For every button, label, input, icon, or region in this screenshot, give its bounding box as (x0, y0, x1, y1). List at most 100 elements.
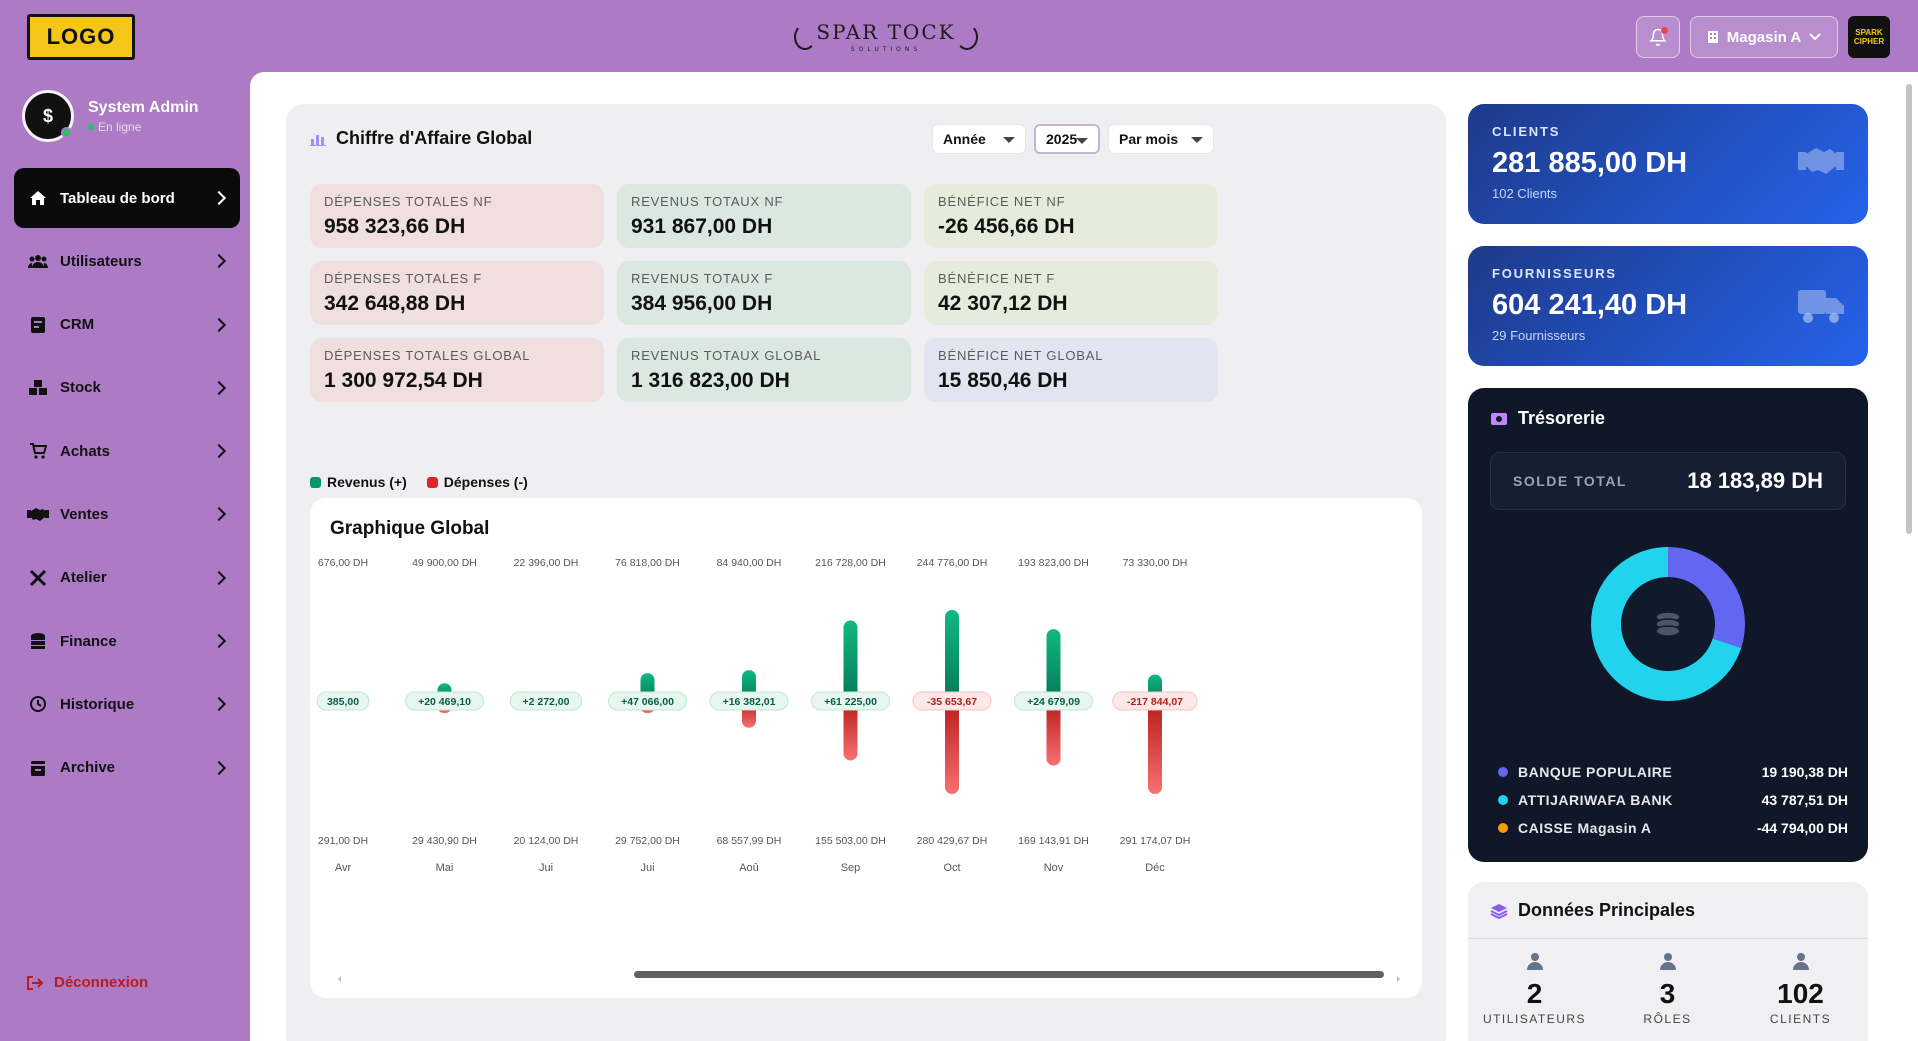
sidebar-item-finance[interactable]: Finance (14, 611, 240, 671)
users-icon (26, 251, 50, 271)
bank-amount: 43 787,51 DH (1761, 792, 1848, 808)
avatar: $ (22, 90, 74, 142)
revenue-bar[interactable] (945, 610, 959, 702)
net-value-label: -35 653,67 (927, 696, 977, 708)
expense-bar[interactable] (1046, 702, 1061, 766)
net-badge (316, 691, 370, 711)
wing-right-icon (956, 24, 978, 50)
revenue-bar[interactable] (1046, 629, 1061, 702)
legend-revenus[interactable]: Revenus (+) (310, 474, 407, 490)
revenue-bar[interactable] (843, 620, 858, 702)
clients-value: 281 885,00 DH (1492, 147, 1688, 179)
kpi-value: 931 867,00 DH (631, 215, 773, 238)
suppliers-value: 604 241,40 DH (1492, 289, 1688, 321)
sidebar-item-ventes[interactable]: Ventes (14, 484, 240, 544)
kpi-label: REVENUS TOTAUX F (631, 271, 774, 286)
sidebar-item-label: Ventes (60, 505, 109, 523)
kpi-value: -26 456,66 DH (938, 215, 1075, 238)
kpi-value: 384 956,00 DH (631, 292, 773, 315)
expense-bar[interactable] (843, 702, 858, 761)
expense-bar[interactable] (945, 702, 959, 794)
stat-rôles[interactable]: 3 RÔLES (1601, 952, 1734, 1026)
store-selector[interactable]: Magasin A (1690, 16, 1838, 58)
page-scrollbar[interactable] (1906, 84, 1912, 534)
chart-scrollbar[interactable] (334, 970, 1404, 982)
sidebar-item-achats[interactable]: Achats (14, 421, 240, 481)
chevron-right-icon (211, 444, 227, 459)
revenue-value-label: 76 818,00 DH (615, 557, 680, 569)
sidebar-item-historique[interactable]: Historique (14, 674, 240, 734)
revenue-value-label: 49 900,00 DH (412, 557, 477, 569)
sidebar-item-crm[interactable]: CRM (14, 295, 240, 355)
notifications-button[interactable] (1636, 16, 1680, 58)
top-bar: LOGO SPAR TOCK SOLUTIONS Magasin A SPARK… (0, 0, 1918, 72)
tools-icon (26, 568, 50, 588)
sidebar-item-label: Archive (60, 759, 116, 777)
kpi-value: 42 307,12 DH (938, 292, 1068, 315)
net-value-label: 385,00 (327, 696, 359, 708)
bar-chart: 676,00 DH 291,00 DH Avr 385,00 49 900,00 DH 2… (316, 557, 1198, 874)
period-select[interactable]: Année (932, 124, 1026, 154)
layers-icon (1490, 903, 1508, 919)
suppliers-label: FOURNISSEURS (1492, 266, 1617, 281)
bank-name: ATTIJARIWAFA BANK (1518, 792, 1673, 808)
year-select[interactable]: 2025 (1034, 124, 1100, 154)
kpi-label: DÉPENSES TOTALES NF (324, 194, 493, 209)
chevron-right-icon (211, 380, 227, 395)
x-tick-label: Sep (841, 862, 861, 874)
grouping-select[interactable]: Par mois (1108, 124, 1214, 154)
chevron-right-icon (211, 254, 227, 269)
expense-value-label: 291,00 DH (318, 835, 368, 847)
sidebar-item-atelier[interactable]: Atelier (14, 548, 240, 608)
sidebar-item-stock[interactable]: Stock (14, 358, 240, 418)
donnees-card: Données Principales 2 UTILISATEURS 3 RÔLES 1… (1468, 882, 1868, 1041)
stat-number: 102 (1777, 978, 1824, 1009)
scroll-arrows (338, 976, 1400, 982)
stat-clients[interactable]: 102 CLIENTS (1734, 952, 1867, 1026)
sidebar: $ System Admin En ligne Tableau de bord U… (0, 72, 250, 1041)
sidebar-item-label: Achats (60, 442, 111, 460)
stat-number: 2 (1526, 978, 1543, 1009)
kpi-card: DÉPENSES TOTALES NF 958 323,66 DH (310, 184, 604, 248)
company-avatar[interactable]: SPARK CIPHER (1848, 16, 1890, 58)
donut-slice[interactable] (1591, 547, 1745, 701)
coins-icon (1655, 611, 1681, 637)
kpi-value: 1 316 823,00 DH (631, 369, 790, 392)
x-tick-label: Jui (539, 862, 553, 874)
sidebar-item-archive[interactable]: Archive (14, 738, 240, 798)
x-tick-label: Déc (1145, 862, 1165, 874)
net-value-label: +16 382,01 (723, 696, 776, 708)
donut-chart (1591, 547, 1745, 701)
logout-button[interactable]: Déconnexion (26, 974, 148, 991)
expense-bar[interactable] (1148, 702, 1162, 794)
chevron-right-icon (211, 697, 227, 712)
stat-label: CLIENTS (1769, 1012, 1832, 1026)
chart-scroll-thumb[interactable] (634, 971, 1384, 978)
kpi-card: DÉPENSES TOTALES F 342 648,88 DH (310, 261, 604, 325)
clients-card[interactable]: CLIENTS 281 885,00 DH 102 Clients (1468, 104, 1868, 224)
sidebar-item-label: Historique (60, 695, 135, 713)
sidebar-item-label: Tableau de bord (60, 189, 175, 207)
kpi-value: 958 323,66 DH (324, 215, 466, 238)
user-card[interactable]: $ System Admin En ligne (22, 90, 199, 142)
user-gear-icon (1601, 952, 1734, 976)
legend-depenses[interactable]: Dépenses (-) (426, 474, 528, 490)
stat-utilisateurs[interactable]: 2 UTILISATEURS (1468, 952, 1601, 1026)
solde-total: SOLDE TOTAL 18 183,89 DH (1490, 452, 1846, 510)
revenue-value-label: 22 396,00 DH (514, 557, 579, 569)
chevron-right-icon (211, 634, 227, 649)
crm-icon (26, 315, 50, 335)
suppliers-card[interactable]: FOURNISSEURS 604 241,40 DH 29 Fournisseu… (1468, 246, 1868, 366)
kpi-card: REVENUS TOTAUX GLOBAL 1 316 823,00 DH (617, 338, 911, 402)
sidebar-item-tableau-de-bord[interactable]: Tableau de bord (14, 168, 240, 228)
bank-color-dot (1498, 795, 1508, 805)
solde-value: 18 183,89 DH (1687, 468, 1823, 493)
sidebar-item-utilisateurs[interactable]: Utilisateurs (14, 231, 240, 291)
handshake-icon (1734, 952, 1867, 976)
bank-name: BANQUE POPULAIRE (1518, 764, 1673, 780)
logo[interactable]: LOGO (27, 14, 135, 60)
panel-title: Chiffre d'Affaire Global (310, 128, 532, 149)
chart-title: Graphique Global (330, 518, 490, 539)
main-content: Chiffre d'Affaire Global Année 2025 Par … (250, 72, 1918, 1041)
expense-value-label: 169 143,91 DH (1018, 835, 1089, 847)
